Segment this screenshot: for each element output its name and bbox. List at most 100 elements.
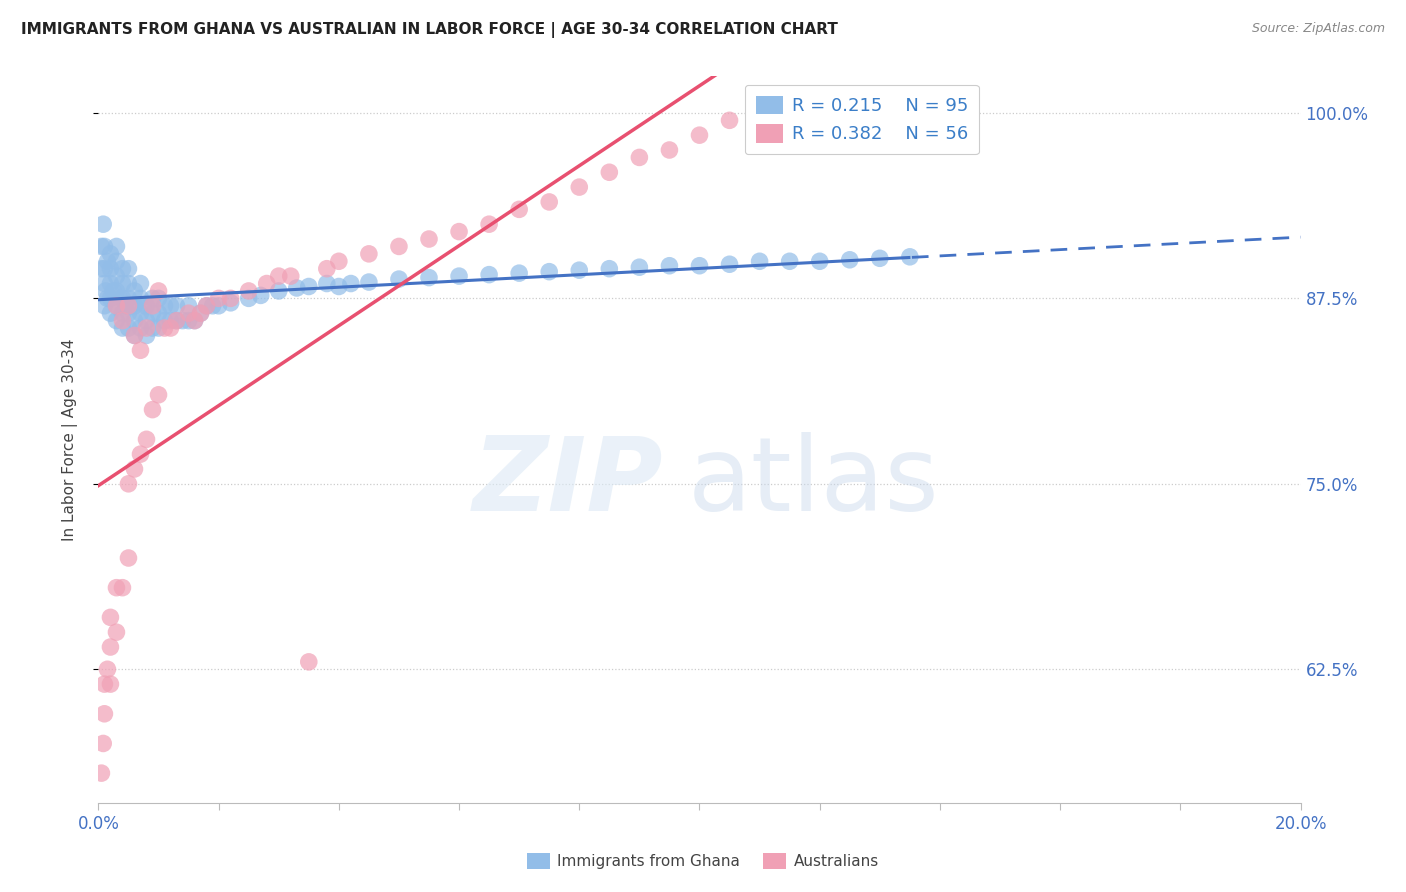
Text: ZIP: ZIP xyxy=(472,433,664,533)
Point xyxy=(598,165,620,179)
Point xyxy=(148,284,170,298)
Point xyxy=(285,281,308,295)
Point xyxy=(249,288,271,302)
Point xyxy=(748,254,770,268)
Point xyxy=(93,677,115,691)
Point xyxy=(124,284,146,298)
Point xyxy=(129,447,152,461)
Point xyxy=(100,610,122,624)
Y-axis label: In Labor Force | Age 30-34: In Labor Force | Age 30-34 xyxy=(62,338,77,541)
Point xyxy=(114,299,136,313)
Point xyxy=(93,239,115,253)
Point xyxy=(508,202,530,217)
Point xyxy=(124,313,146,327)
Point xyxy=(129,321,152,335)
Point xyxy=(201,299,224,313)
Point xyxy=(129,306,152,320)
Point xyxy=(141,299,163,313)
Point xyxy=(105,625,128,640)
Point xyxy=(93,299,115,313)
Point xyxy=(111,313,134,327)
Point xyxy=(779,254,801,268)
Point xyxy=(105,284,128,298)
Point xyxy=(718,113,741,128)
Point xyxy=(159,313,181,327)
Point xyxy=(898,250,921,264)
Point xyxy=(105,581,128,595)
Point xyxy=(117,291,139,305)
Point xyxy=(111,321,134,335)
Point xyxy=(105,299,128,313)
Point xyxy=(418,270,440,285)
Point xyxy=(219,291,242,305)
Point xyxy=(132,299,155,313)
Point xyxy=(718,257,741,271)
Point xyxy=(689,128,711,143)
Point xyxy=(298,655,321,669)
Point xyxy=(141,402,163,417)
Point xyxy=(177,299,200,313)
Point xyxy=(177,306,200,320)
Point xyxy=(100,640,122,654)
Point xyxy=(90,239,112,253)
Point xyxy=(418,232,440,246)
Point xyxy=(135,299,157,313)
Point xyxy=(869,252,891,266)
Point xyxy=(508,266,530,280)
Point xyxy=(298,279,321,293)
Point xyxy=(111,277,134,291)
Point xyxy=(105,239,128,253)
Point xyxy=(90,261,112,276)
Point xyxy=(808,254,831,268)
Point xyxy=(148,291,170,305)
Point xyxy=(689,259,711,273)
Point xyxy=(219,295,242,310)
Point xyxy=(153,299,176,313)
Point xyxy=(183,313,205,327)
Point xyxy=(208,291,231,305)
Point xyxy=(141,306,163,320)
Point xyxy=(90,766,112,780)
Point xyxy=(100,677,122,691)
Point xyxy=(117,551,139,566)
Point xyxy=(148,388,170,402)
Point xyxy=(280,269,302,284)
Point xyxy=(135,328,157,343)
Point xyxy=(148,306,170,320)
Point xyxy=(93,261,115,276)
Point xyxy=(238,284,260,298)
Point xyxy=(124,299,146,313)
Point xyxy=(153,321,176,335)
Point xyxy=(96,291,118,305)
Point xyxy=(94,284,117,298)
Point xyxy=(238,291,260,305)
Point xyxy=(315,277,337,291)
Point xyxy=(103,284,125,298)
Point xyxy=(111,291,134,305)
Point xyxy=(357,247,380,261)
Point xyxy=(159,321,181,335)
Point xyxy=(658,259,681,273)
Point xyxy=(388,272,411,286)
Point xyxy=(166,313,188,327)
Point xyxy=(748,106,770,120)
Point xyxy=(124,328,146,343)
Point xyxy=(96,254,118,268)
Point xyxy=(328,254,350,268)
Point xyxy=(628,260,651,275)
Point xyxy=(117,261,139,276)
Point xyxy=(172,313,194,327)
Point xyxy=(447,269,470,284)
Point xyxy=(658,143,681,157)
Legend: Immigrants from Ghana, Australians: Immigrants from Ghana, Australians xyxy=(520,847,886,875)
Text: IMMIGRANTS FROM GHANA VS AUSTRALIAN IN LABOR FORCE | AGE 30-34 CORRELATION CHART: IMMIGRANTS FROM GHANA VS AUSTRALIAN IN L… xyxy=(21,22,838,38)
Point xyxy=(568,263,591,277)
Point xyxy=(478,217,501,231)
Point xyxy=(105,299,128,313)
Legend: R = 0.215    N = 95, R = 0.382    N = 56: R = 0.215 N = 95, R = 0.382 N = 56 xyxy=(745,85,979,154)
Point xyxy=(267,284,290,298)
Point xyxy=(117,476,139,491)
Point xyxy=(538,265,561,279)
Point xyxy=(628,150,651,164)
Text: Source: ZipAtlas.com: Source: ZipAtlas.com xyxy=(1251,22,1385,36)
